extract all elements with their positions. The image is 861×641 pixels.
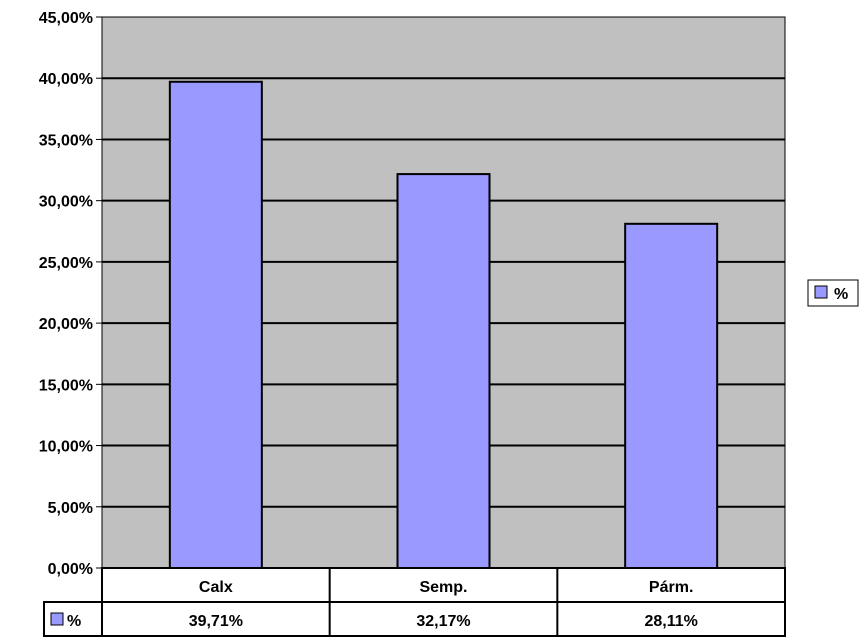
y-tick-label: 5,00% xyxy=(48,500,93,517)
y-tick-label: 15,00% xyxy=(39,377,93,394)
legend: % xyxy=(807,279,859,307)
y-tick-label: 45,00% xyxy=(39,10,93,27)
bar xyxy=(396,173,491,569)
value-label: 28,11% xyxy=(644,613,697,630)
legend-label: % xyxy=(834,286,848,303)
y-tick-label: 20,00% xyxy=(39,316,93,333)
data-table: Calx 39,71% Semp. 32,17% Párm. 28,11%% xyxy=(43,567,786,637)
category-label: Calx xyxy=(199,579,233,596)
y-tick-label: 35,00% xyxy=(39,132,93,149)
bar xyxy=(624,222,719,570)
y-tick-label: 10,00% xyxy=(39,439,93,456)
y-tick-label: 30,00% xyxy=(39,194,93,211)
legend-swatch xyxy=(814,285,828,299)
y-tick-label: 40,00% xyxy=(39,71,93,88)
value-label: 39,71% xyxy=(189,613,243,630)
table-series-name: % xyxy=(67,613,81,630)
y-tick-label: 25,00% xyxy=(39,255,93,272)
y-axis: 0,00% 5,00% 10,00% 15,00% 20,00% 25,00% 30,00%… xyxy=(39,10,102,578)
bar xyxy=(168,80,263,570)
category-label: Párm. xyxy=(649,579,693,596)
value-label: 32,17% xyxy=(416,613,470,630)
category-label: Semp. xyxy=(419,579,467,596)
y-tick-label: 0,00% xyxy=(48,561,93,578)
table-series-swatch xyxy=(50,612,64,626)
bars xyxy=(168,80,719,570)
